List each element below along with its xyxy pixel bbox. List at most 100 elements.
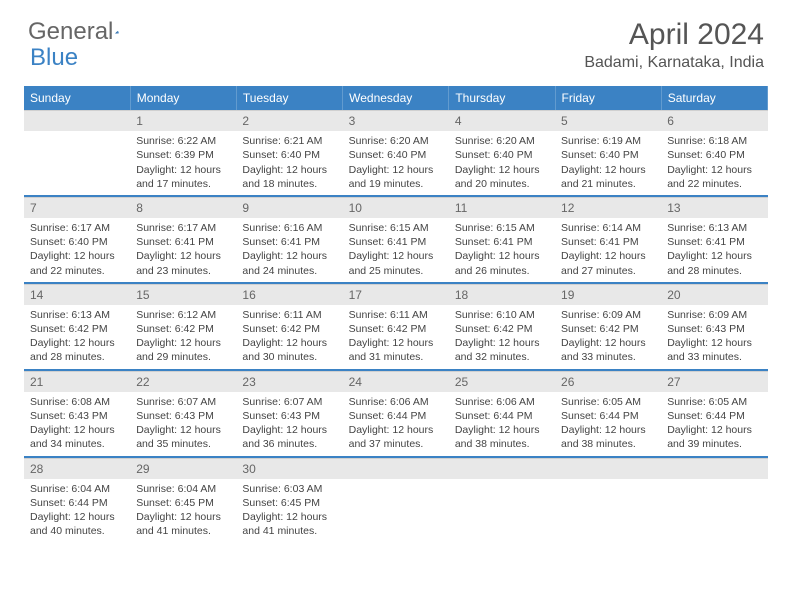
sunset-line: Sunset: 6:40 PM	[30, 235, 124, 249]
day-number: 9	[236, 197, 342, 218]
sunrise-line: Sunrise: 6:08 AM	[30, 395, 124, 409]
day-number: 6	[661, 110, 767, 131]
day-content: Sunrise: 6:04 AMSunset: 6:44 PMDaylight:…	[24, 479, 130, 543]
calendar-cell: 5Sunrise: 6:19 AMSunset: 6:40 PMDaylight…	[555, 110, 661, 196]
day-number-empty	[343, 458, 449, 479]
daylight-line-1: Daylight: 12 hours	[667, 336, 761, 350]
calendar-cell: 13Sunrise: 6:13 AMSunset: 6:41 PMDayligh…	[661, 196, 767, 283]
sunset-line: Sunset: 6:41 PM	[561, 235, 655, 249]
logo-text-blue: Blue	[30, 44, 78, 71]
calendar-cell	[661, 457, 767, 543]
calendar-cell: 17Sunrise: 6:11 AMSunset: 6:42 PMDayligh…	[343, 283, 449, 370]
sunrise-line: Sunrise: 6:04 AM	[30, 482, 124, 496]
sunset-line: Sunset: 6:45 PM	[242, 496, 336, 510]
sunset-line: Sunset: 6:43 PM	[667, 322, 761, 336]
calendar-cell	[555, 457, 661, 543]
sunrise-line: Sunrise: 6:07 AM	[242, 395, 336, 409]
sunrise-line: Sunrise: 6:12 AM	[136, 308, 230, 322]
calendar-week-row: 28Sunrise: 6:04 AMSunset: 6:44 PMDayligh…	[24, 457, 768, 543]
sunrise-line: Sunrise: 6:14 AM	[561, 221, 655, 235]
calendar-week-row: 21Sunrise: 6:08 AMSunset: 6:43 PMDayligh…	[24, 370, 768, 457]
day-number: 22	[130, 371, 236, 392]
daylight-line-1: Daylight: 12 hours	[349, 423, 443, 437]
sunrise-line: Sunrise: 6:19 AM	[561, 134, 655, 148]
day-number: 5	[555, 110, 661, 131]
sunset-line: Sunset: 6:42 PM	[30, 322, 124, 336]
day-content: Sunrise: 6:09 AMSunset: 6:42 PMDaylight:…	[555, 305, 661, 369]
calendar-cell: 15Sunrise: 6:12 AMSunset: 6:42 PMDayligh…	[130, 283, 236, 370]
calendar-cell: 28Sunrise: 6:04 AMSunset: 6:44 PMDayligh…	[24, 457, 130, 543]
sunrise-line: Sunrise: 6:22 AM	[136, 134, 230, 148]
day-number: 3	[343, 110, 449, 131]
day-number: 2	[236, 110, 342, 131]
daylight-line-2: and 29 minutes.	[136, 350, 230, 364]
daylight-line-1: Daylight: 12 hours	[667, 163, 761, 177]
calendar-cell: 12Sunrise: 6:14 AMSunset: 6:41 PMDayligh…	[555, 196, 661, 283]
sunset-line: Sunset: 6:44 PM	[30, 496, 124, 510]
daylight-line-1: Daylight: 12 hours	[561, 423, 655, 437]
sunrise-line: Sunrise: 6:05 AM	[561, 395, 655, 409]
sunrise-line: Sunrise: 6:06 AM	[349, 395, 443, 409]
day-content: Sunrise: 6:03 AMSunset: 6:45 PMDaylight:…	[236, 479, 342, 543]
day-header-sunday: Sunday	[24, 86, 130, 110]
day-content: Sunrise: 6:20 AMSunset: 6:40 PMDaylight:…	[343, 131, 449, 195]
daylight-line-2: and 25 minutes.	[349, 264, 443, 278]
day-content: Sunrise: 6:22 AMSunset: 6:39 PMDaylight:…	[130, 131, 236, 195]
sunset-line: Sunset: 6:45 PM	[136, 496, 230, 510]
day-content: Sunrise: 6:07 AMSunset: 6:43 PMDaylight:…	[236, 392, 342, 456]
daylight-line-1: Daylight: 12 hours	[30, 510, 124, 524]
calendar-cell: 2Sunrise: 6:21 AMSunset: 6:40 PMDaylight…	[236, 110, 342, 196]
daylight-line-2: and 33 minutes.	[667, 350, 761, 364]
daylight-line-2: and 41 minutes.	[242, 524, 336, 538]
daylight-line-1: Daylight: 12 hours	[667, 249, 761, 263]
calendar-cell: 10Sunrise: 6:15 AMSunset: 6:41 PMDayligh…	[343, 196, 449, 283]
sunset-line: Sunset: 6:43 PM	[242, 409, 336, 423]
daylight-line-1: Daylight: 12 hours	[455, 249, 549, 263]
daylight-line-2: and 28 minutes.	[667, 264, 761, 278]
calendar-cell: 30Sunrise: 6:03 AMSunset: 6:45 PMDayligh…	[236, 457, 342, 543]
day-number: 27	[661, 371, 767, 392]
day-number-empty	[449, 458, 555, 479]
daylight-line-1: Daylight: 12 hours	[242, 423, 336, 437]
day-content: Sunrise: 6:19 AMSunset: 6:40 PMDaylight:…	[555, 131, 661, 195]
sunset-line: Sunset: 6:44 PM	[455, 409, 549, 423]
calendar-cell: 24Sunrise: 6:06 AMSunset: 6:44 PMDayligh…	[343, 370, 449, 457]
sunset-line: Sunset: 6:44 PM	[349, 409, 443, 423]
sunset-line: Sunset: 6:40 PM	[667, 148, 761, 162]
day-content: Sunrise: 6:06 AMSunset: 6:44 PMDaylight:…	[449, 392, 555, 456]
daylight-line-2: and 26 minutes.	[455, 264, 549, 278]
sunset-line: Sunset: 6:41 PM	[455, 235, 549, 249]
logo-triangle-icon	[115, 23, 119, 41]
day-number: 7	[24, 197, 130, 218]
daylight-line-2: and 28 minutes.	[30, 350, 124, 364]
sunset-line: Sunset: 6:43 PM	[30, 409, 124, 423]
day-content: Sunrise: 6:07 AMSunset: 6:43 PMDaylight:…	[130, 392, 236, 456]
day-content: Sunrise: 6:13 AMSunset: 6:41 PMDaylight:…	[661, 218, 767, 282]
sunrise-line: Sunrise: 6:20 AM	[349, 134, 443, 148]
sunrise-line: Sunrise: 6:06 AM	[455, 395, 549, 409]
sunrise-line: Sunrise: 6:15 AM	[455, 221, 549, 235]
daylight-line-1: Daylight: 12 hours	[242, 510, 336, 524]
daylight-line-2: and 39 minutes.	[667, 437, 761, 451]
day-content: Sunrise: 6:20 AMSunset: 6:40 PMDaylight:…	[449, 131, 555, 195]
day-content: Sunrise: 6:11 AMSunset: 6:42 PMDaylight:…	[343, 305, 449, 369]
daylight-line-1: Daylight: 12 hours	[242, 163, 336, 177]
calendar-cell: 7Sunrise: 6:17 AMSunset: 6:40 PMDaylight…	[24, 196, 130, 283]
daylight-line-1: Daylight: 12 hours	[349, 249, 443, 263]
calendar-cell: 6 Sunrise: 6:18 AMSunset: 6:40 PMDaylight…	[661, 110, 767, 196]
calendar-week-row: 7Sunrise: 6:17 AMSunset: 6:40 PMDaylight…	[24, 196, 768, 283]
location: Badami, Karnataka, India	[584, 54, 764, 72]
daylight-line-1: Daylight: 12 hours	[30, 336, 124, 350]
title-block: April 2024 Badami, Karnataka, India	[584, 18, 764, 72]
day-number: 19	[555, 284, 661, 305]
daylight-line-1: Daylight: 12 hours	[242, 336, 336, 350]
daylight-line-2: and 38 minutes.	[455, 437, 549, 451]
calendar-cell: 14Sunrise: 6:13 AMSunset: 6:42 PMDayligh…	[24, 283, 130, 370]
calendar-cell: 11Sunrise: 6:15 AMSunset: 6:41 PMDayligh…	[449, 196, 555, 283]
sunrise-line: Sunrise: 6:18 AM	[667, 134, 761, 148]
day-content: Sunrise: 6:16 AMSunset: 6:41 PMDaylight:…	[236, 218, 342, 282]
calendar-cell: 23Sunrise: 6:07 AMSunset: 6:43 PMDayligh…	[236, 370, 342, 457]
daylight-line-2: and 40 minutes.	[30, 524, 124, 538]
daylight-line-1: Daylight: 12 hours	[30, 249, 124, 263]
day-number: 18	[449, 284, 555, 305]
